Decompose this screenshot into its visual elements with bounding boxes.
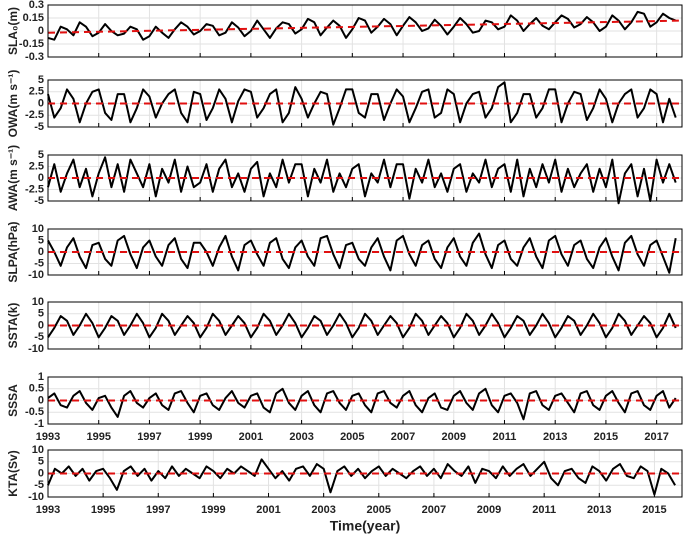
y-tick-label: 2.5: [29, 86, 44, 98]
data-line: [47, 232, 677, 274]
x-tick-label: 2009: [442, 431, 466, 443]
y-tick-label: 5: [38, 74, 44, 86]
y-tick-label: -2.5: [25, 183, 44, 195]
y-tick-label: 0.5: [29, 383, 44, 395]
plot-frame: [47, 154, 683, 202]
y-tick-label: 10: [32, 223, 44, 235]
plot-frame: [47, 79, 683, 128]
x-tick-label: 1997: [137, 431, 161, 443]
y-tick-label: -1: [34, 418, 44, 430]
y-tick-label: 0: [38, 319, 44, 331]
y-tick-label: 10: [32, 444, 44, 456]
x-tick-label: 2011: [493, 431, 517, 443]
x-tick-label: 2003: [289, 431, 313, 443]
x-tick-label: 2015: [642, 504, 666, 516]
plot-frame: [47, 228, 683, 276]
y-tick-label: 0: [38, 97, 44, 109]
y-axis-label: SLPA(hPa): [6, 221, 20, 282]
y-tick-label: 0: [38, 467, 44, 479]
y-tick-label: 0: [38, 25, 44, 37]
plot-frame: [47, 376, 683, 425]
x-tick-label: 1995: [86, 431, 110, 443]
x-tick-label: 2009: [477, 504, 501, 516]
y-tick-label: -0.3: [25, 51, 44, 63]
y-axis-label: SSTA(k): [6, 303, 20, 349]
x-tick-label: 2005: [340, 431, 364, 443]
x-tick-label: 2007: [422, 504, 446, 516]
y-tick-label: 1: [38, 371, 44, 383]
y-axis-label: SSSA: [6, 384, 20, 417]
y-tick-label: -10: [28, 343, 44, 355]
x-tick-label: 1999: [201, 504, 225, 516]
data-line: [47, 312, 677, 339]
data-line: [47, 81, 677, 126]
x-tick-label: 1993: [36, 504, 60, 516]
data-line: [47, 387, 677, 421]
y-tick-label: -5: [34, 331, 44, 343]
y-tick-label: 5: [38, 149, 44, 161]
y-tick-label: -10: [28, 269, 44, 281]
y-axis-label: KTA(Sv): [6, 450, 20, 496]
y-tick-label: 5: [38, 234, 44, 246]
y-tick-label: -5: [34, 195, 44, 207]
x-tick-label: 2017: [644, 431, 668, 443]
x-tick-label: 1999: [188, 431, 212, 443]
x-tick-label: 2005: [367, 504, 391, 516]
y-tick-label: -0.5: [25, 406, 44, 418]
x-tick-label: 1997: [146, 504, 170, 516]
x-tick-label: 2001: [256, 504, 280, 516]
y-axis-label: OWA(m s⁻¹): [6, 70, 20, 138]
y-tick-label: -2.5: [25, 109, 44, 121]
y-tick-label: -5: [34, 257, 44, 269]
data-line: [47, 156, 677, 205]
y-axis-label: AWA(m s⁻¹): [6, 145, 20, 211]
plot-frame: [47, 4, 683, 58]
x-tick-label: 2013: [543, 431, 567, 443]
x-tick-label: 2011: [532, 504, 556, 516]
y-tick-label: 5: [38, 308, 44, 320]
y-tick-label: 10: [32, 296, 44, 308]
plot-frame: [47, 449, 683, 498]
x-tick-label: 1995: [91, 504, 115, 516]
plot-frame: [47, 301, 683, 350]
x-tick-label: 2007: [391, 431, 415, 443]
y-tick-label: -10: [28, 491, 44, 503]
x-axis-label: Time(year): [330, 518, 401, 534]
y-tick-label: -5: [34, 121, 44, 133]
y-tick-label: 2.5: [29, 160, 44, 172]
x-tick-label: 2013: [587, 504, 611, 516]
y-tick-label: 0: [38, 394, 44, 406]
y-tick-label: 5: [38, 456, 44, 468]
y-tick-label: 0.3: [29, 0, 44, 11]
x-tick-label: 2001: [239, 431, 263, 443]
trend-line: [47, 19, 683, 34]
y-tick-label: 0.15: [23, 12, 44, 24]
y-tick-label: -0.15: [19, 38, 44, 50]
y-tick-label: 0: [38, 172, 44, 184]
y-tick-label: -5: [34, 479, 44, 491]
x-tick-label: 2015: [594, 431, 618, 443]
y-axis-label: SLA₀(m): [6, 7, 20, 55]
data-line: [47, 10, 677, 41]
y-tick-label: 0: [38, 246, 44, 258]
x-tick-label: 2003: [311, 504, 335, 516]
x-tick-label: 1993: [36, 431, 60, 443]
